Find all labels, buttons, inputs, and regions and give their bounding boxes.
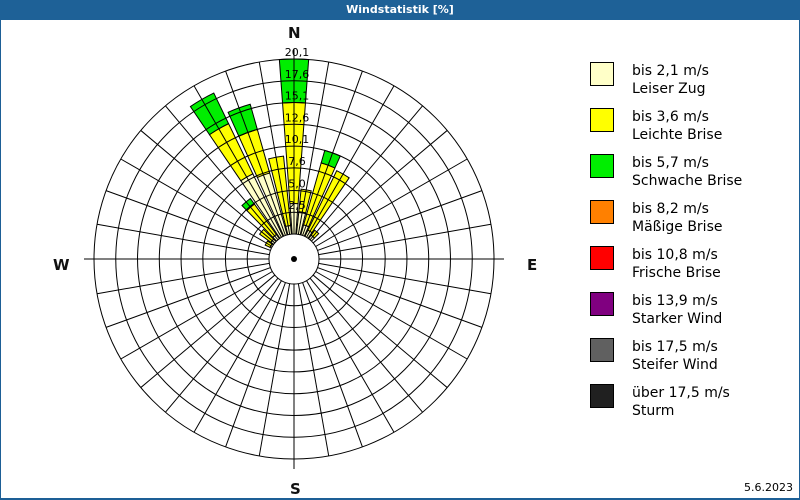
legend-swatch [590, 62, 614, 86]
center-dot [291, 256, 297, 262]
compass-east: E [527, 256, 538, 274]
ring-label: 2,5 [288, 199, 306, 212]
legend-swatch [590, 108, 614, 132]
compass-west: W [53, 256, 70, 274]
ring-label: 20,1 [285, 46, 310, 59]
legend-label: bis 13,9 m/s Starker Wind [632, 293, 723, 327]
legend-label: bis 10,8 m/s Frische Brise [632, 247, 721, 281]
legend-swatch [590, 200, 614, 224]
ring-label: 17,6 [285, 68, 310, 81]
legend-label: bis 2,1 m/s Leiser Zug [632, 63, 709, 97]
grid-ring [246, 211, 342, 307]
legend-swatch [590, 246, 614, 270]
wind-wedge [298, 188, 312, 214]
ring-label: 15,1 [285, 90, 310, 103]
legend-label: bis 3,6 m/s Leichte Brise [632, 109, 723, 143]
legend-label: bis 17,5 m/s Steifer Wind [632, 339, 718, 373]
grid-ring [202, 167, 386, 351]
grid-ring [137, 102, 451, 416]
grid-ring [115, 80, 473, 438]
legend-swatch [590, 292, 614, 316]
window-title: Windstatistik [%] [0, 0, 800, 20]
legend-swatch [590, 338, 614, 362]
legend-label: bis 5,7 m/s Schwache Brise [632, 155, 743, 189]
legend-label: bis 8,2 m/s Mäßige Brise [632, 201, 723, 235]
ring-label: 10,1 [285, 133, 310, 146]
wind-wedge [189, 92, 230, 136]
legend-swatch [590, 384, 614, 408]
legend-label: über 17,5 m/s Sturm [632, 385, 730, 419]
compass-north: N [288, 24, 301, 42]
ring-label: 5,0 [288, 177, 306, 190]
compass-south: S [290, 480, 301, 498]
grid-ring [158, 123, 430, 395]
chart-panel: 2,5 5,0 7,6 10,1 12,6 15,1 17,6 20,1 N E S W bi… [1, 20, 799, 498]
date-label: 5.6.2023 [744, 481, 793, 494]
legend-swatch [590, 154, 614, 178]
wind-rose-chart: 2,5 5,0 7,6 10,1 12,6 15,1 17,6 20,1 [84, 46, 504, 469]
ring-label: 12,6 [285, 111, 310, 124]
grid-ring [224, 189, 364, 329]
ring-label: 7,6 [288, 155, 306, 168]
grid-ring [180, 145, 408, 373]
